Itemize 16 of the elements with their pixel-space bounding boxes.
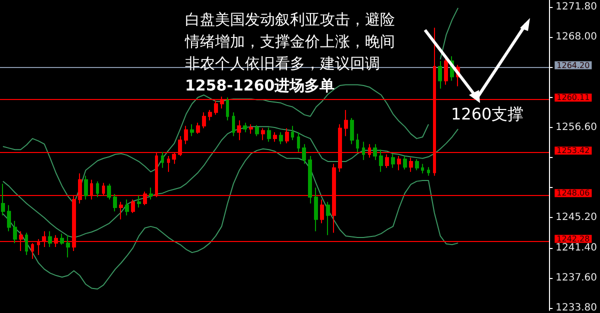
annotation: 1260支撑 bbox=[451, 104, 524, 124]
ref-line-label: 1260.11 bbox=[556, 93, 590, 102]
y-tick-label: 1241.40 bbox=[556, 242, 598, 254]
y-tick-label: 1233.80 bbox=[556, 302, 598, 313]
ref-line-label: 1264.20 bbox=[556, 60, 590, 70]
annotation: 1258-1260进场多单 bbox=[185, 76, 335, 94]
y-tick-label: 1271.80 bbox=[556, 2, 598, 13]
ref-line-label: 1248.06 bbox=[556, 188, 590, 198]
annotation: 情绪增加，支撑金价上涨，晚间 bbox=[184, 32, 395, 50]
annotation: 白盘美国发动叙利亚攻击，避险 bbox=[185, 10, 395, 28]
y-tick-label: 1256.60 bbox=[556, 122, 598, 133]
y-tick-label: 1245.20 bbox=[556, 212, 598, 224]
y-tick-label: 1268.00 bbox=[556, 32, 598, 43]
y-tick-label: 1237.60 bbox=[556, 272, 598, 284]
ref-line-label: 1242.28 bbox=[556, 234, 590, 244]
ref-line-label: 1253.42 bbox=[556, 146, 590, 156]
